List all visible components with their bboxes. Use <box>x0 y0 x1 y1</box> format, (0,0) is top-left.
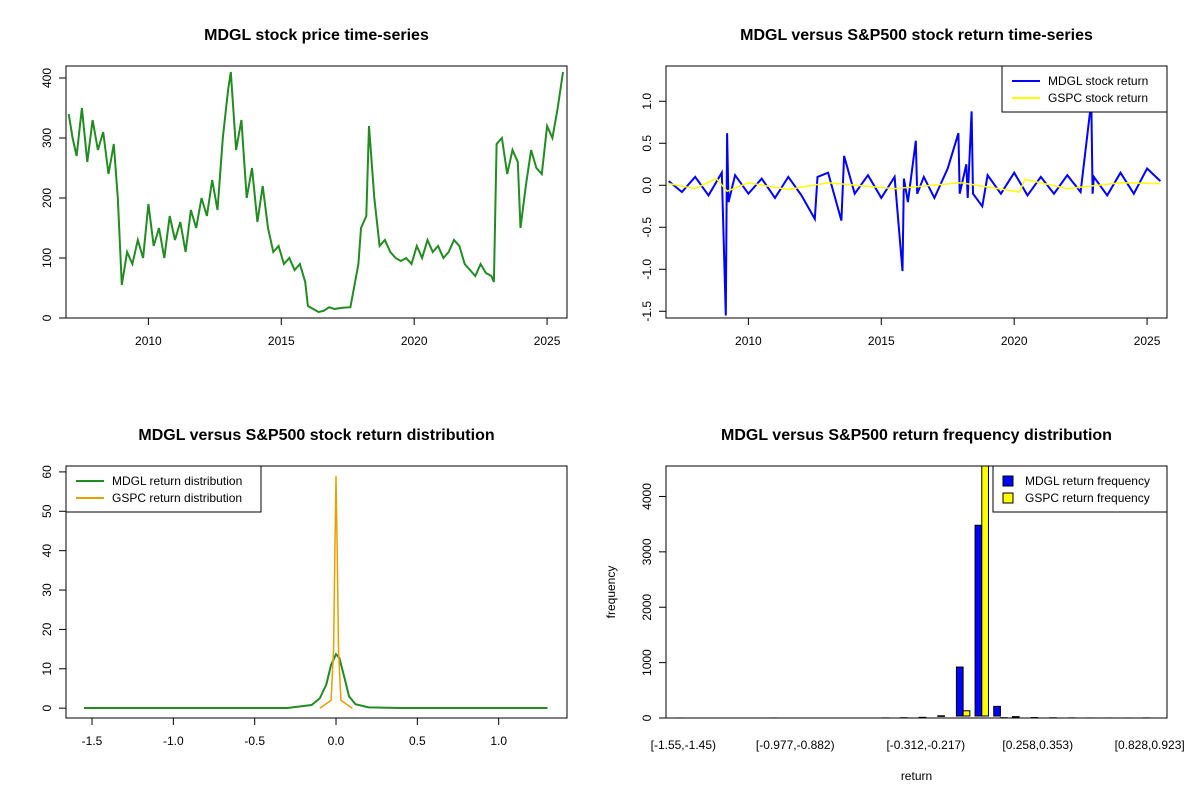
x-tick-label: 2015 <box>268 334 295 348</box>
y-axis: -1.5 -1.0 -0.5 0.0 0.5 1.0 <box>640 93 667 322</box>
x-tick-label: 0.0 <box>328 734 345 748</box>
x-category-label: [-1.55,-1.45) <box>651 738 716 752</box>
bar-gspc <box>981 466 990 717</box>
y-tick-label: -0.5 <box>640 217 654 238</box>
y-tick-label: 60 <box>40 465 54 479</box>
legend-box <box>1001 65 1168 113</box>
x-category-label: [-0.977,-0.882) <box>756 738 835 752</box>
y-tick-label: 1000 <box>640 649 654 676</box>
series-line-mdgl-return-distribution <box>83 652 548 709</box>
chart-title: MDGL versus S&P500 stock return distribu… <box>138 427 494 444</box>
x-axis: 2010 2015 2020 2025 <box>135 317 561 348</box>
y-tick-label: 4000 <box>640 483 654 510</box>
x-tick-label: 0.5 <box>409 734 426 748</box>
chart-panel-2: MDGL versus S&P500 stock return distribu… <box>40 427 568 748</box>
x-category-label: [0.828,0.923] <box>1115 738 1185 752</box>
series-line-series-0 <box>67 71 564 314</box>
series-line-mdgl-stock-return <box>668 101 1162 316</box>
series-line-gspc-stock-return <box>668 177 1161 193</box>
bar-gspc <box>962 710 971 717</box>
x-tick-label: -1.0 <box>163 734 184 748</box>
y-tick-label: 100 <box>40 248 54 268</box>
x-tick-label: 2025 <box>534 334 561 348</box>
chart-panel-0: MDGL stock price time-series 2010 2015 2020… <box>40 27 568 348</box>
x-axis-label: return <box>901 769 932 783</box>
y-axis: 0 10 20 30 40 50 60 <box>40 465 67 712</box>
x-tick-label: 2010 <box>735 334 762 348</box>
legend-label: MDGL return distribution <box>112 474 242 488</box>
legend-box <box>992 465 1168 513</box>
y-tick-label: -1.0 <box>640 259 654 280</box>
x-tick-label: -0.5 <box>244 734 265 748</box>
y-tick-label: 3000 <box>640 538 654 565</box>
bar-mdgl <box>955 666 964 717</box>
y-tick-label: 20 <box>40 622 54 636</box>
y-tick-label: 300 <box>40 128 54 148</box>
plot-frame <box>65 465 568 719</box>
bar-mdgl <box>937 715 945 717</box>
x-axis: 2010 2015 2020 2025 <box>735 317 1161 348</box>
y-tick-label: 0.5 <box>640 135 654 152</box>
x-axis: -1.5 -1.0 -0.5 0.0 0.5 1.0 <box>82 717 507 748</box>
plot-area <box>83 475 548 709</box>
y-tick-label: 50 <box>40 504 54 518</box>
x-tick-label: 2010 <box>135 334 162 348</box>
chart-title: MDGL versus S&P500 stock return time-ser… <box>740 27 1093 44</box>
y-tick-label: 0.0 <box>640 177 654 194</box>
legend: MDGL return frequency GSPC return frequen… <box>992 465 1168 513</box>
plot-area <box>67 71 564 314</box>
y-axis: 0 1000 2000 3000 4000 <box>640 483 667 721</box>
plot-area <box>668 101 1162 316</box>
y-axis-label: frequency <box>604 566 618 619</box>
bar-mdgl <box>974 524 983 717</box>
y-tick-label: 40 <box>40 544 54 558</box>
y-tick-label: -1.5 <box>640 301 654 322</box>
legend-swatch <box>1002 475 1014 487</box>
plot-area <box>676 466 1157 718</box>
legend-label: MDGL stock return <box>1048 74 1148 88</box>
chart-title: MDGL versus S&P500 return frequency dist… <box>721 427 1112 444</box>
x-category-label: [0.258,0.353) <box>1002 738 1073 752</box>
plot-frame <box>665 465 1168 719</box>
y-tick-label: 400 <box>40 68 54 88</box>
legend-label: MDGL return frequency <box>1025 474 1150 488</box>
y-tick-label: 200 <box>40 188 54 208</box>
y-tick-label: 30 <box>40 583 54 597</box>
chart-title: MDGL stock price time-series <box>204 27 429 44</box>
x-tick-label: 2025 <box>1134 334 1161 348</box>
y-tick-label: 2000 <box>640 594 654 621</box>
y-axis: 0 100 200 300 400 <box>40 68 67 321</box>
x-tick-label: 1.0 <box>490 734 507 748</box>
series-line-gspc-return-distribution <box>319 475 353 709</box>
y-tick-label: 0 <box>640 714 654 721</box>
plot-frame <box>665 65 1168 319</box>
legend-swatch <box>1002 492 1014 504</box>
legend-label: GSPC return distribution <box>112 491 242 505</box>
legend-label: GSPC return frequency <box>1025 491 1150 505</box>
x-tick-label: 2020 <box>1001 334 1028 348</box>
legend: MDGL return distribution GSPC return dist… <box>65 465 262 513</box>
y-tick-label: 0 <box>40 705 54 712</box>
bar-mdgl <box>1011 716 1020 718</box>
x-tick-label: -1.5 <box>82 734 103 748</box>
legend-label: GSPC stock return <box>1048 91 1148 105</box>
chart-panel-1: MDGL versus S&P500 stock return time-ser… <box>640 27 1168 348</box>
x-tick-label: 2015 <box>868 334 895 348</box>
bar-mdgl <box>993 705 1001 717</box>
chart-panel-3: MDGL versus S&P500 return frequency dist… <box>604 427 1185 783</box>
legend: MDGL stock return GSPC stock return <box>1001 65 1168 113</box>
y-tick-label: 1.0 <box>640 93 654 110</box>
y-tick-label: 10 <box>40 662 54 676</box>
plot-frame <box>65 65 568 319</box>
legend-box <box>65 465 262 513</box>
x-category-label: [-0.312,-0.217) <box>886 738 965 752</box>
x-tick-label: 2020 <box>401 334 428 348</box>
y-tick-label: 0 <box>40 314 54 321</box>
